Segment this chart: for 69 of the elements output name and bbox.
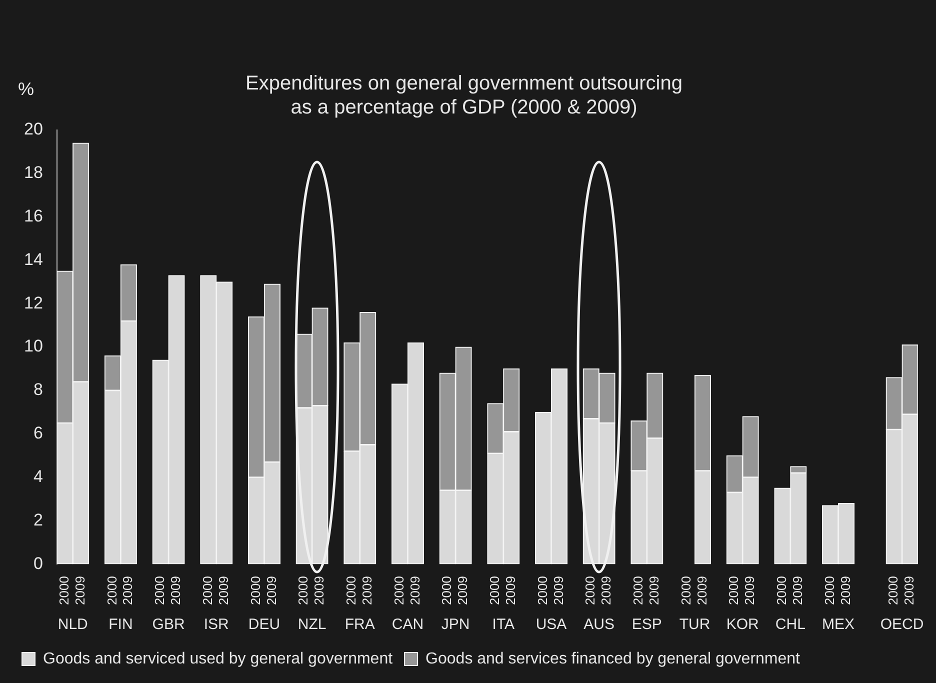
x-tick-label: 2000 bbox=[56, 576, 72, 605]
y-tick-label: 18 bbox=[24, 163, 43, 182]
y-tick-label: 12 bbox=[24, 293, 43, 312]
text: ESP bbox=[632, 616, 662, 634]
x-tick-label: 2000 bbox=[104, 576, 120, 605]
x-tick-label: 2009 bbox=[838, 576, 853, 605]
x-tick-label: 2000 bbox=[487, 576, 502, 605]
x-tick-label: 2009 bbox=[502, 576, 518, 605]
text: JPN bbox=[441, 616, 470, 634]
y-axis-title: % bbox=[18, 78, 34, 99]
text: CAN bbox=[392, 616, 424, 634]
x-tick-label: 2000 bbox=[774, 576, 790, 605]
text: NZL bbox=[298, 616, 326, 634]
x-tick-label: 2009 bbox=[216, 576, 231, 605]
text: KOR bbox=[726, 616, 760, 634]
x-tick-label: 2009 bbox=[455, 576, 470, 605]
x-tick-label: 2009 bbox=[312, 576, 327, 605]
text: GBR bbox=[152, 616, 185, 634]
y-tick-label: 2 bbox=[33, 510, 43, 530]
x-tick-label: 2000 bbox=[534, 576, 550, 605]
y-tick-label: 4 bbox=[33, 466, 43, 486]
text: TUR bbox=[679, 616, 710, 634]
x-tick-label: 2009 bbox=[407, 576, 422, 605]
legend-label: Goods and services financed by general government bbox=[426, 650, 801, 668]
y-tick-label: 16 bbox=[24, 206, 43, 226]
x-tick-label: 2000 bbox=[152, 576, 168, 605]
x-tick-label: 2000 bbox=[200, 576, 215, 605]
x-tick-label: 2000 bbox=[630, 576, 646, 605]
legend-label: Goods and serviced used by general government bbox=[43, 650, 394, 668]
text: FIN bbox=[108, 616, 133, 634]
text: CHL bbox=[775, 616, 806, 634]
y-tick-label: 6 bbox=[33, 424, 43, 443]
text: FRA bbox=[344, 616, 375, 634]
x-tick-label: 2000 bbox=[678, 576, 694, 605]
x-tick-label: 2009 bbox=[550, 576, 566, 605]
x-tick-label: 2000 bbox=[248, 576, 263, 605]
x-tick-label: 2009 bbox=[120, 576, 136, 605]
chart-title: Expenditures on general government outsourcing as a percentage of GDP (2000 & 2009) bbox=[246, 72, 682, 119]
x-tick-label: 2009 bbox=[742, 576, 758, 605]
y-tick-label: 0 bbox=[33, 554, 43, 573]
x-tick-label: 2009 bbox=[264, 576, 279, 605]
x-tick-label: 2009 bbox=[790, 576, 805, 605]
x-tick-label: 2000 bbox=[822, 576, 837, 605]
y-tick-label: 8 bbox=[33, 380, 43, 400]
text: AUS bbox=[584, 616, 614, 634]
x-tick-label: 2000 bbox=[439, 576, 454, 605]
text: USA bbox=[536, 616, 567, 634]
x-tick-label: 2009 bbox=[359, 576, 374, 605]
text: ISR bbox=[204, 616, 230, 634]
x-tick-label: 2009 bbox=[646, 576, 662, 605]
text: DEU bbox=[248, 616, 280, 634]
x-tick-label: 2000 bbox=[582, 576, 598, 605]
x-tick-label: 2009 bbox=[902, 576, 917, 605]
x-tick-label: 2000 bbox=[296, 576, 311, 605]
x-tick-label: 2000 bbox=[886, 576, 901, 605]
y-tick-label: 20 bbox=[24, 120, 43, 139]
y-tick-label: 10 bbox=[24, 336, 43, 356]
x-tick-label: 2009 bbox=[694, 576, 710, 605]
x-tick-label: 2000 bbox=[391, 576, 406, 605]
x-tick-label: 2009 bbox=[168, 576, 184, 605]
x-tick-label: 2009 bbox=[598, 576, 614, 605]
x-tick-label: 2000 bbox=[726, 576, 742, 605]
text: ITA bbox=[492, 616, 515, 634]
text: MEX bbox=[822, 616, 855, 634]
text: NLD bbox=[58, 616, 88, 634]
x-tick-label: 2009 bbox=[72, 576, 88, 605]
y-tick-label: 14 bbox=[24, 250, 43, 269]
text: OECD bbox=[880, 616, 924, 634]
x-tick-label: 2000 bbox=[343, 576, 358, 605]
